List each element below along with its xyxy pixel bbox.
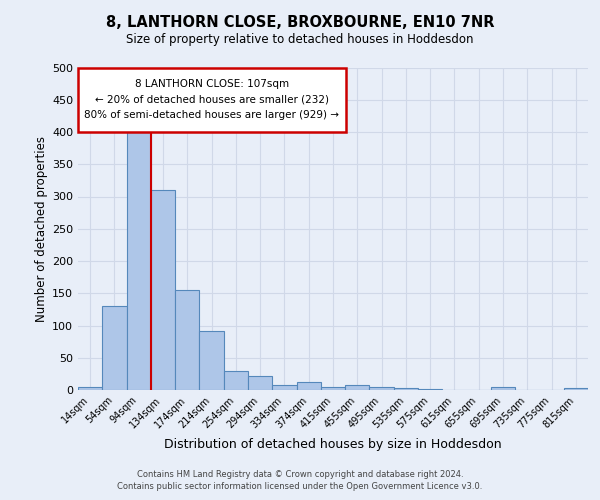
Bar xyxy=(224,370,248,390)
Y-axis label: Number of detached properties: Number of detached properties xyxy=(35,136,48,322)
Bar xyxy=(151,190,175,390)
Bar xyxy=(175,290,199,390)
Bar xyxy=(564,388,588,390)
Text: Contains public sector information licensed under the Open Government Licence v3: Contains public sector information licen… xyxy=(118,482,482,491)
Bar xyxy=(370,388,394,390)
Bar xyxy=(418,388,442,390)
Bar xyxy=(127,129,151,390)
FancyBboxPatch shape xyxy=(78,68,346,132)
X-axis label: Distribution of detached houses by size in Hoddesdon: Distribution of detached houses by size … xyxy=(164,438,502,451)
Text: 8, LANTHORN CLOSE, BROXBOURNE, EN10 7NR: 8, LANTHORN CLOSE, BROXBOURNE, EN10 7NR xyxy=(106,15,494,30)
Bar xyxy=(296,382,321,390)
Bar xyxy=(394,388,418,390)
Text: 8 LANTHORN CLOSE: 107sqm
← 20% of detached houses are smaller (232)
80% of semi-: 8 LANTHORN CLOSE: 107sqm ← 20% of detach… xyxy=(85,79,340,120)
Text: Contains HM Land Registry data © Crown copyright and database right 2024.: Contains HM Land Registry data © Crown c… xyxy=(137,470,463,479)
Bar xyxy=(321,387,345,390)
Bar xyxy=(272,385,296,390)
Bar xyxy=(102,306,127,390)
Bar xyxy=(345,385,370,390)
Text: Size of property relative to detached houses in Hoddesdon: Size of property relative to detached ho… xyxy=(126,32,474,46)
Bar xyxy=(248,376,272,390)
Bar xyxy=(491,388,515,390)
Bar xyxy=(199,330,224,390)
Bar xyxy=(78,387,102,390)
